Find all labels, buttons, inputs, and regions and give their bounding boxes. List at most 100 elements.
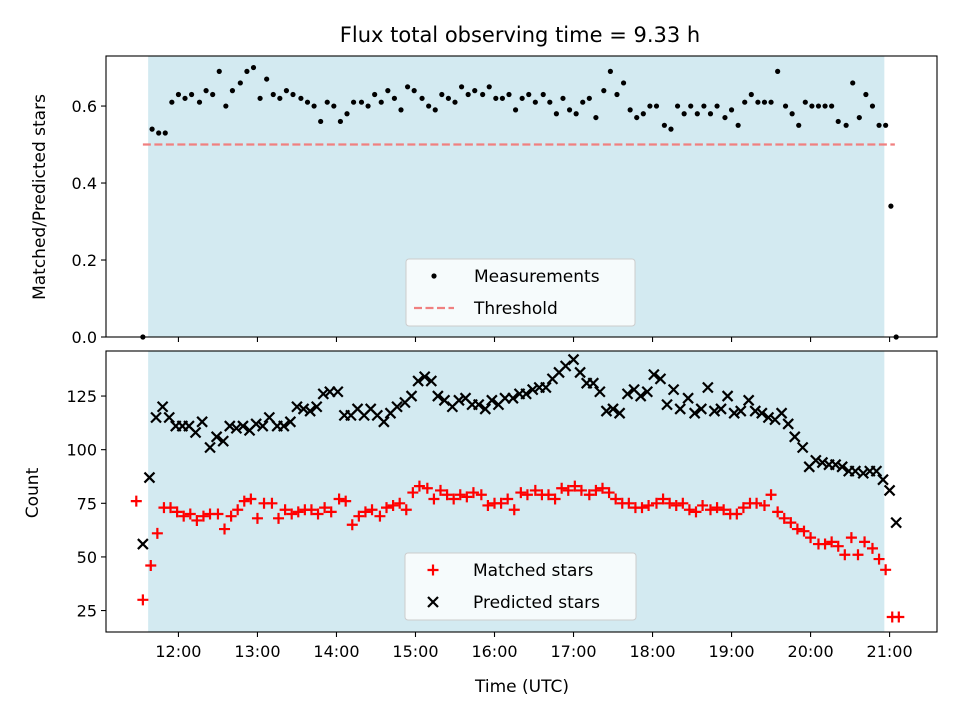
- measurement-point: [593, 114, 599, 121]
- matched-point: [778, 512, 790, 524]
- predicted-point: [870, 465, 883, 477]
- matched-point: [400, 504, 412, 516]
- predicted-point: [728, 407, 740, 419]
- measurement-point: [304, 99, 311, 105]
- legend: Matched stars Predicted stars: [404, 552, 637, 621]
- predicted-point: [749, 405, 762, 417]
- matched-point: [859, 536, 871, 548]
- matched-point: [232, 504, 244, 516]
- predicted-point: [189, 426, 202, 439]
- legend-matched-marker: [427, 564, 439, 576]
- figure-title: Flux total observing time = 9.33 h: [340, 23, 700, 47]
- measurement-point: [506, 91, 512, 98]
- measurement-point: [480, 91, 486, 98]
- predicted-point: [641, 385, 654, 398]
- measurement-point: [789, 111, 795, 117]
- matched-point: [583, 489, 595, 501]
- predicted-point: [890, 516, 902, 529]
- measurement-point: [290, 91, 296, 98]
- measurement-point: [223, 103, 229, 109]
- matched-point: [521, 489, 533, 501]
- matched-point: [346, 519, 358, 531]
- measurement-point: [701, 103, 707, 109]
- matched-point: [151, 527, 163, 539]
- x-tick-label: 15:00: [392, 642, 438, 661]
- measurement-point: [264, 76, 270, 82]
- measurement-point: [614, 91, 620, 98]
- predicted-point: [310, 400, 323, 413]
- legend-box: [405, 258, 636, 327]
- matched-point: [495, 497, 507, 509]
- predicted-point: [143, 471, 156, 484]
- matched-point: [623, 497, 635, 509]
- measurement-point: [452, 99, 458, 105]
- y-tick-label: 75: [77, 494, 97, 513]
- measurement-point: [257, 95, 263, 101]
- measurement-point: [358, 99, 365, 105]
- predicted-point: [587, 377, 600, 389]
- measurement-point: [553, 111, 559, 117]
- measurement-point: [324, 99, 330, 105]
- matched-point: [286, 508, 298, 520]
- x-tick-label: 12:00: [155, 642, 201, 661]
- measurement-point: [182, 95, 188, 101]
- matched-point: [826, 536, 838, 548]
- measurement-point: [378, 99, 384, 105]
- matched-point: [758, 499, 770, 511]
- matched-point: [643, 499, 655, 511]
- plot-frame: [105, 350, 938, 633]
- predicted-point: [715, 403, 727, 415]
- measurement-point: [856, 114, 862, 121]
- predicted-point: [425, 375, 438, 387]
- predicted-point: [829, 458, 842, 471]
- top-y-axis-label: Matched/Predicted stars: [30, 94, 50, 300]
- matched-point: [145, 560, 157, 572]
- measurement-point: [843, 122, 849, 128]
- predicted-point: [250, 418, 262, 430]
- measurement-point: [888, 203, 894, 209]
- predicted-point: [796, 441, 809, 454]
- measurement-point: [237, 80, 243, 86]
- predicted-point: [278, 420, 290, 432]
- measurement-point: [722, 114, 728, 121]
- matched-point: [610, 493, 622, 505]
- matched-point: [508, 504, 520, 516]
- predicted-point: [432, 390, 444, 402]
- matched-point: [238, 495, 250, 507]
- matched-point: [785, 517, 797, 529]
- matched-point: [718, 504, 730, 516]
- measurement-point: [822, 103, 828, 109]
- matched-point: [596, 482, 608, 494]
- y-tick-label: 125: [66, 387, 97, 406]
- matched-point: [407, 487, 419, 499]
- predicted-point: [210, 431, 223, 443]
- predicted-point: [810, 454, 822, 467]
- x-axis-label: Time (UTC): [474, 677, 569, 697]
- matched-point: [805, 532, 817, 544]
- matched-point: [266, 497, 278, 509]
- predicted-point: [742, 394, 755, 407]
- matched-point: [636, 502, 648, 514]
- predicted-point: [836, 461, 848, 473]
- predicted-point: [857, 467, 870, 480]
- matched-point: [575, 484, 587, 496]
- matched-point: [845, 532, 857, 544]
- y-tick-label: 0.2: [72, 251, 97, 270]
- predicted-point: [613, 407, 626, 419]
- y-tick-label: 0.0: [72, 328, 97, 347]
- matched-point: [650, 497, 662, 509]
- measurement-point: [883, 122, 889, 128]
- series-cross: [137, 353, 902, 550]
- matched-point: [677, 497, 689, 509]
- predicted-point: [224, 420, 236, 432]
- predicted-point: [486, 394, 498, 407]
- x-tick-label: 14:00: [313, 642, 359, 661]
- predicted-point: [574, 366, 586, 379]
- predicted-point: [284, 416, 297, 428]
- y-tick-label: 0.6: [72, 97, 97, 116]
- measurement-point: [391, 95, 398, 101]
- measurement-point: [277, 95, 283, 101]
- matched-point: [839, 549, 851, 561]
- matched-point: [212, 508, 224, 520]
- measurement-point: [411, 88, 417, 94]
